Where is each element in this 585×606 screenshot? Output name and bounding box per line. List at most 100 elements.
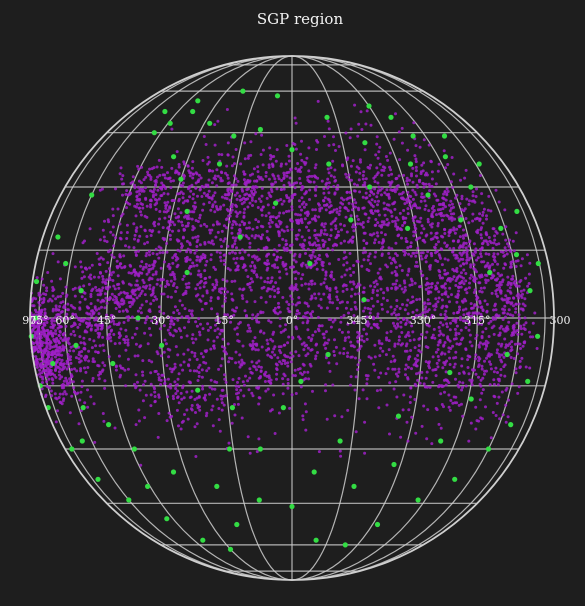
dense-point xyxy=(344,306,348,310)
dense-point xyxy=(334,217,338,221)
dense-point xyxy=(139,181,143,185)
dense-point xyxy=(405,240,409,244)
dense-point xyxy=(283,343,287,347)
dense-point xyxy=(144,197,148,201)
dense-point xyxy=(139,264,142,268)
dense-point xyxy=(44,368,48,372)
dense-point xyxy=(220,401,224,405)
dense-point xyxy=(37,301,41,304)
dense-point xyxy=(275,377,278,381)
dense-point xyxy=(230,357,234,361)
dense-point xyxy=(406,182,410,186)
dense-point xyxy=(338,209,342,213)
dense-point xyxy=(488,239,492,243)
dense-point xyxy=(231,250,234,254)
dense-point xyxy=(344,206,347,210)
dense-point xyxy=(258,396,262,400)
dense-point xyxy=(213,387,217,391)
dense-point xyxy=(449,347,453,350)
dense-point xyxy=(240,248,244,252)
sparse-point xyxy=(73,342,79,348)
dense-point xyxy=(461,381,465,385)
dense-point xyxy=(153,295,157,299)
dense-point xyxy=(309,364,313,368)
dense-point xyxy=(134,228,138,232)
dense-point xyxy=(347,173,351,177)
dense-point xyxy=(375,325,379,329)
dense-point xyxy=(358,222,362,226)
dense-point xyxy=(60,319,64,323)
dense-point xyxy=(420,376,424,380)
dense-point xyxy=(132,222,136,226)
dense-point xyxy=(462,236,465,240)
dense-point xyxy=(375,231,379,235)
dense-point xyxy=(522,288,526,292)
dense-point xyxy=(506,242,509,246)
dense-point xyxy=(233,174,236,178)
dense-point xyxy=(398,264,402,268)
dense-point xyxy=(311,310,315,314)
dense-point xyxy=(465,291,469,295)
dense-point xyxy=(479,416,483,420)
dense-point xyxy=(233,193,237,197)
dense-point xyxy=(35,340,39,344)
dense-point xyxy=(330,270,334,274)
dense-point xyxy=(387,221,391,225)
dense-point xyxy=(213,191,217,195)
dense-point xyxy=(39,297,43,301)
dense-point xyxy=(249,264,253,268)
dense-point xyxy=(326,197,330,201)
dense-point xyxy=(153,395,157,398)
dense-point xyxy=(172,311,176,315)
dense-point xyxy=(512,328,516,332)
dense-point xyxy=(246,379,250,383)
dense-point xyxy=(160,165,164,169)
dense-point xyxy=(325,306,329,310)
dense-point xyxy=(415,174,418,178)
dense-point xyxy=(533,311,537,315)
dense-point xyxy=(190,217,194,221)
dense-point xyxy=(450,277,454,281)
dense-point xyxy=(244,197,248,201)
dense-point xyxy=(204,281,208,285)
dense-point xyxy=(445,243,449,247)
dense-point xyxy=(278,324,282,328)
dense-point xyxy=(497,200,501,204)
dense-point xyxy=(245,300,249,304)
dense-point xyxy=(43,323,47,327)
dense-point xyxy=(302,370,306,374)
dense-point xyxy=(473,357,477,361)
dense-point xyxy=(203,398,207,402)
dense-point xyxy=(197,395,201,398)
dense-point xyxy=(420,257,424,261)
dense-point xyxy=(91,309,95,313)
dense-point xyxy=(153,220,156,224)
dense-point xyxy=(362,309,365,313)
dense-point xyxy=(212,265,216,269)
dense-point xyxy=(190,404,194,407)
dense-point xyxy=(261,148,265,152)
dense-point xyxy=(164,342,168,346)
dense-point xyxy=(419,170,423,174)
dense-point xyxy=(55,397,59,401)
dense-point xyxy=(294,234,298,237)
sparse-point xyxy=(498,225,504,231)
dense-point xyxy=(253,236,257,240)
dense-point xyxy=(393,367,397,371)
dense-point xyxy=(314,194,318,198)
dense-point xyxy=(151,266,155,270)
dense-point xyxy=(134,342,138,346)
sparse-point xyxy=(110,360,116,367)
dense-point xyxy=(104,285,108,289)
dense-point xyxy=(405,349,409,353)
dense-point xyxy=(153,260,157,264)
dense-point xyxy=(222,403,226,407)
dense-point xyxy=(40,362,43,365)
dense-point xyxy=(139,292,143,295)
dense-point xyxy=(528,366,532,370)
dense-point xyxy=(346,196,350,200)
dense-point xyxy=(165,203,169,207)
dense-point xyxy=(388,381,392,385)
dense-point xyxy=(216,119,220,123)
dense-point xyxy=(273,248,276,252)
